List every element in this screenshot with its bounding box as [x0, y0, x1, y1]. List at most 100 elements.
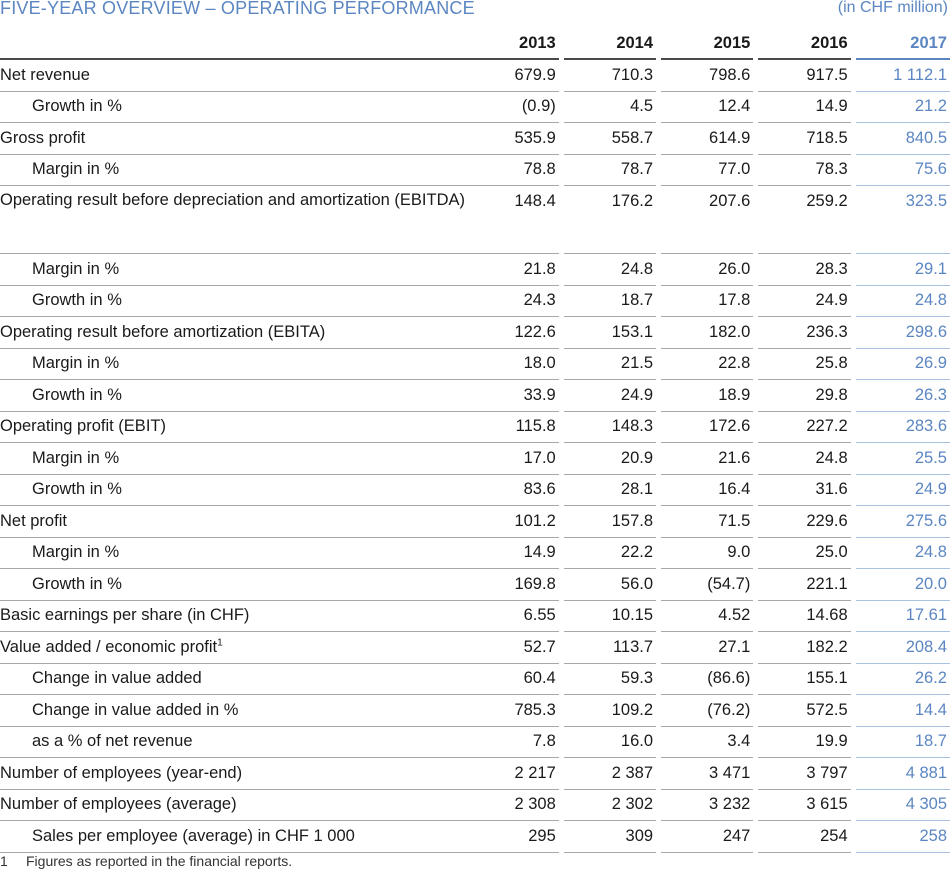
value-cell-2017: 24.9: [855, 475, 950, 506]
row-label: Operating result before amortization (EB…: [0, 317, 467, 349]
table-title: FIVE-YEAR OVERVIEW – OPERATING PERFORMAN…: [0, 0, 475, 18]
value-cell-2013: 52.7: [466, 632, 559, 664]
value-cell-2014: 710.3: [563, 60, 657, 92]
row-label-text: Margin in %: [32, 448, 120, 467]
row-label-text: Operating profit (EBIT): [0, 417, 166, 436]
table-row: Growth in % 83.6 28.1 16.4 31.6 24.9: [0, 475, 950, 506]
row-label: Sales per employee (average) in CHF 1 00…: [0, 821, 467, 853]
row-label: Change in value added: [0, 664, 467, 695]
row-label-text: Net profit: [0, 511, 67, 530]
table-row: as a % of net revenue 7.8 16.0 3.4 19.9 18.7: [0, 727, 950, 758]
value-cell-2015: 207.6: [661, 186, 754, 254]
value-cell-2017: 208.4: [855, 632, 950, 664]
value-cell-2015: 3 232: [661, 790, 754, 821]
value-cell-2017: 24.8: [855, 538, 950, 569]
value-cell-2017: 26.3: [855, 380, 950, 412]
value-cell-2013: 60.4: [466, 664, 559, 695]
value-cell-2014: 18.7: [563, 286, 657, 317]
value-cell-2013: 122.6: [466, 317, 559, 349]
value-cell-2014: 157.8: [563, 506, 657, 538]
table-row: Growth in % 24.3 18.7 17.8 24.9 24.8: [0, 286, 950, 317]
value-cell-2017: 21.2: [855, 92, 950, 123]
value-cell-2017: 4 305: [855, 790, 950, 821]
label-column-header: [0, 28, 467, 60]
row-label-text: Margin in %: [32, 160, 120, 179]
year-header-row: 2013 2014 2015 2016 2017: [0, 28, 950, 60]
table-row: Growth in % (0.9) 4.5 12.4 14.9 21.2: [0, 92, 950, 123]
value-cell-2014: 24.9: [563, 380, 657, 412]
value-cell-2017: 275.6: [855, 506, 950, 538]
table-header-bar: FIVE-YEAR OVERVIEW – OPERATING PERFORMAN…: [0, 0, 950, 20]
value-cell-2015: 77.0: [661, 155, 754, 186]
value-cell-2017: 24.8: [855, 286, 950, 317]
value-cell-2015: 18.9: [661, 380, 754, 412]
value-cell-2013: 2 308: [466, 790, 559, 821]
table-row: Margin in % 14.9 22.2 9.0 25.0 24.8: [0, 538, 950, 569]
year-header: 2017: [855, 28, 950, 60]
table-row: Growth in % 33.9 24.9 18.9 29.8 26.3: [0, 380, 950, 412]
year-header: 2013: [466, 28, 559, 60]
value-cell-2016: 25.8: [758, 349, 851, 380]
value-cell-2015: 22.8: [661, 349, 754, 380]
value-cell-2013: 535.9: [466, 123, 559, 155]
value-cell-2013: 14.9: [466, 538, 559, 569]
year-header: 2016: [758, 28, 851, 60]
row-label: Growth in %: [0, 380, 467, 412]
value-cell-2013: (0.9): [466, 92, 559, 123]
value-cell-2017: 1 112.1: [855, 60, 950, 92]
value-cell-2015: 26.0: [661, 254, 754, 286]
value-cell-2015: 247: [661, 821, 754, 853]
table-row: Operating result before amortization (EB…: [0, 317, 950, 349]
value-cell-2015: 71.5: [661, 506, 754, 538]
row-label: Margin in %: [0, 349, 467, 380]
value-cell-2013: 17.0: [466, 443, 559, 475]
value-cell-2016: 31.6: [758, 475, 851, 506]
value-cell-2016: 221.1: [758, 569, 851, 601]
row-label: Number of employees (year-end): [0, 758, 467, 790]
value-cell-2016: 25.0: [758, 538, 851, 569]
value-cell-2017: 840.5: [855, 123, 950, 155]
value-cell-2017: 4 881: [855, 758, 950, 790]
value-cell-2017: 26.2: [855, 664, 950, 695]
row-label: Growth in %: [0, 92, 467, 123]
footnote: 1 Figures as reported in the financial re…: [0, 853, 292, 869]
table-row: Margin in % 17.0 20.9 21.6 24.8 25.5: [0, 443, 950, 475]
value-cell-2014: 2 387: [563, 758, 657, 790]
value-cell-2015: 182.0: [661, 317, 754, 349]
value-cell-2013: 295: [466, 821, 559, 853]
row-label: Growth in %: [0, 569, 467, 601]
year-header: 2015: [661, 28, 754, 60]
table-row: Gross profit 535.9 558.7 614.9 718.5 840.5: [0, 123, 950, 155]
value-cell-2013: 101.2: [466, 506, 559, 538]
row-label-text: Operating result before amortization (EB…: [0, 322, 326, 341]
value-cell-2014: 24.8: [563, 254, 657, 286]
value-cell-2014: 113.7: [563, 632, 657, 664]
value-cell-2017: 75.6: [855, 155, 950, 186]
value-cell-2016: 259.2: [758, 186, 851, 254]
table-row: Net profit 101.2 157.8 71.5 229.6 275.6: [0, 506, 950, 538]
value-cell-2017: 18.7: [855, 727, 950, 758]
table-row: Sales per employee (average) in CHF 1 00…: [0, 821, 950, 853]
value-cell-2016: 236.3: [758, 317, 851, 349]
row-label: as a % of net revenue: [0, 727, 467, 758]
value-cell-2017: 283.6: [855, 412, 950, 443]
row-label: Operating result before depreciation and…: [0, 186, 467, 254]
table-row: Change in value added 60.4 59.3 (86.6) 155.1…: [0, 664, 950, 695]
row-label: Margin in %: [0, 443, 467, 475]
row-label-text: Growth in %: [32, 574, 122, 593]
table-row: Change in value added in % 785.3 109.2 (76.…: [0, 695, 950, 727]
value-cell-2016: 28.3: [758, 254, 851, 286]
value-cell-2017: 20.0: [855, 569, 950, 601]
value-cell-2014: 309: [563, 821, 657, 853]
value-cell-2013: 679.9: [466, 60, 559, 92]
value-cell-2014: 558.7: [563, 123, 657, 155]
value-cell-2015: 17.8: [661, 286, 754, 317]
row-label-text: Growth in %: [32, 97, 122, 116]
value-cell-2016: 24.8: [758, 443, 851, 475]
year-header: 2014: [563, 28, 657, 60]
table-row: Value added / economic profit1 52.7 113.7 2…: [0, 632, 950, 664]
value-cell-2013: 83.6: [466, 475, 559, 506]
value-cell-2014: 22.2: [563, 538, 657, 569]
row-label: Margin in %: [0, 155, 467, 186]
value-cell-2014: 20.9: [563, 443, 657, 475]
